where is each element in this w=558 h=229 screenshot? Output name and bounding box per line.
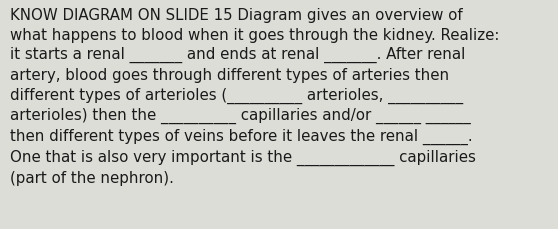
Text: KNOW DIAGRAM ON SLIDE 15 Diagram gives an overview of
what happens to blood when: KNOW DIAGRAM ON SLIDE 15 Diagram gives a… [10, 8, 499, 185]
